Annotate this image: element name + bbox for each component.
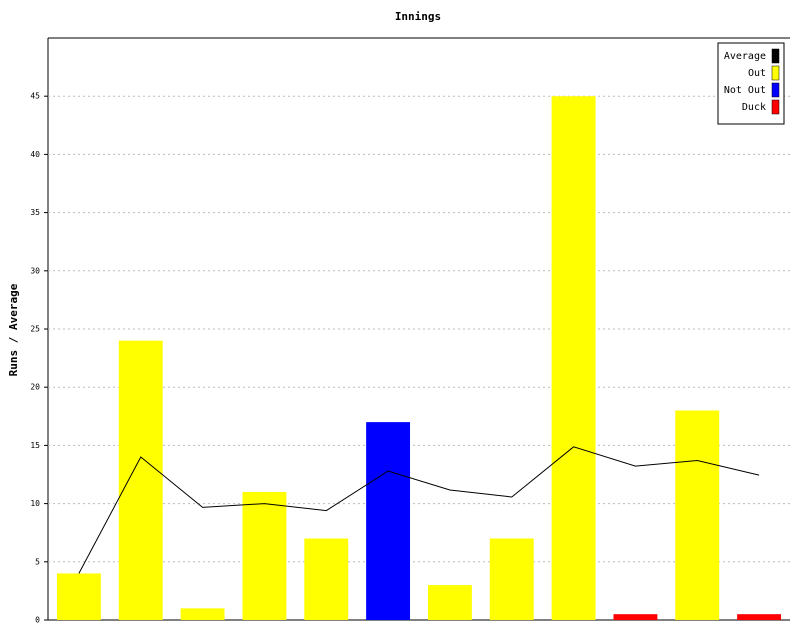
average-line (78, 446, 760, 574)
legend-swatch (771, 48, 780, 64)
legend-label: Not Out (724, 85, 766, 96)
bar (242, 491, 287, 620)
bar (675, 410, 720, 620)
bar (366, 422, 411, 620)
bar (180, 608, 225, 620)
legend-label: Average (724, 51, 766, 62)
legend-label: Out (748, 68, 766, 79)
bar (551, 96, 596, 620)
y-tick-label: 5 (35, 557, 40, 566)
legend-swatch (771, 65, 780, 81)
legend-label: Duck (742, 102, 766, 113)
y-tick-label: 0 (35, 616, 40, 625)
bar (427, 585, 472, 620)
y-tick-label: 20 (30, 383, 40, 392)
y-tick-label: 30 (30, 266, 40, 275)
bar (489, 538, 534, 620)
y-tick-label: 40 (30, 150, 40, 159)
legend-swatch (771, 99, 780, 115)
y-tick-label: 45 (30, 92, 40, 101)
y-tick-label: 35 (30, 208, 40, 217)
y-tick-label: 25 (30, 325, 40, 334)
legend-swatch (771, 82, 780, 98)
bar (118, 340, 163, 620)
bar (737, 614, 782, 620)
y-tick-label: 10 (30, 499, 40, 508)
bar (56, 573, 101, 620)
bar (613, 614, 658, 620)
y-tick-label: 15 (30, 441, 40, 450)
bar (304, 538, 349, 620)
chart-title: Innings (395, 10, 441, 23)
y-axis-label: Runs / Average (7, 283, 20, 376)
